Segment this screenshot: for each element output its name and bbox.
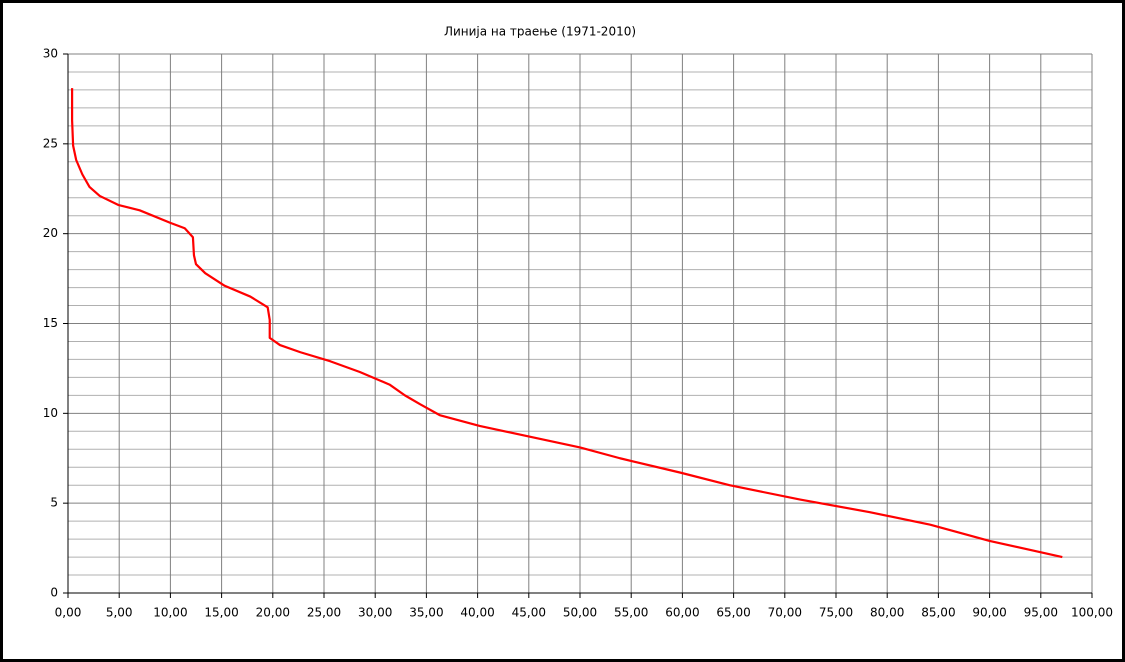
x-tick-label: 90,00 [972, 606, 1006, 620]
x-tick-label: 80,00 [870, 606, 904, 620]
x-tick-label: 75,00 [819, 606, 853, 620]
y-tick-label: 15 [43, 316, 58, 330]
x-tick-label: 10,00 [153, 606, 187, 620]
x-tick-label: 65,00 [716, 606, 750, 620]
x-tick-label: 50,00 [563, 606, 597, 620]
line-series [70, 88, 1063, 559]
x-tick-label: 70,00 [768, 606, 802, 620]
y-tick-label: 20 [43, 226, 58, 240]
x-tick-label: 20,00 [256, 606, 290, 620]
x-tick-label: 0,00 [55, 606, 82, 620]
y-tick-label: 30 [43, 47, 58, 61]
x-tick-label: 85,00 [921, 606, 955, 620]
y-tick-label: 10 [43, 406, 58, 420]
y-tick-label: 5 [50, 496, 58, 510]
y-tick-label: 0 [50, 586, 58, 600]
x-tick-label: 5,00 [106, 606, 133, 620]
x-tick-label: 45,00 [512, 606, 546, 620]
x-tick-label: 30,00 [358, 606, 392, 620]
x-tick-label: 15,00 [204, 606, 238, 620]
x-tick-label: 40,00 [460, 606, 494, 620]
x-tick-label: 35,00 [409, 606, 443, 620]
x-tick-label: 55,00 [614, 606, 648, 620]
x-tick-label: 100,00 [1071, 606, 1113, 620]
x-tick-label: 60,00 [665, 606, 699, 620]
chart-title: Линија на траење (1971-2010) [444, 25, 636, 39]
x-tick-label: 25,00 [307, 606, 341, 620]
x-tick-label: 95,00 [1024, 606, 1058, 620]
y-tick-label: 25 [43, 136, 58, 150]
